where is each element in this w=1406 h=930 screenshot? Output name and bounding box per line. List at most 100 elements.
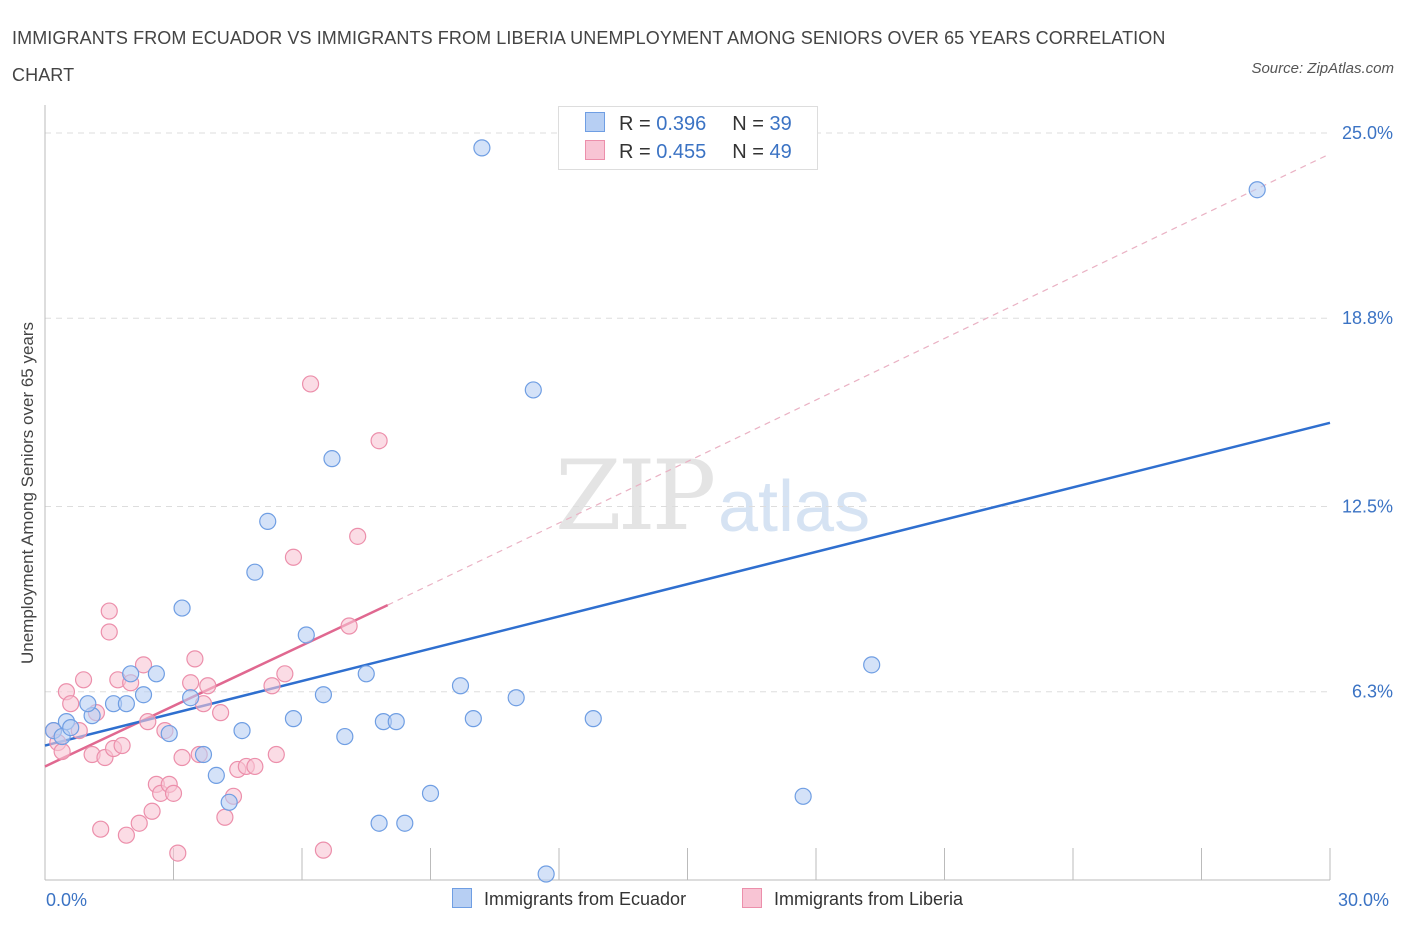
ecuador-point (451, 677, 470, 695)
liberia-n-value: 49 (769, 141, 792, 163)
ecuador-point (473, 139, 491, 157)
liberia-point (117, 826, 135, 844)
liberia-point (100, 623, 118, 641)
ecuador-point (314, 686, 333, 704)
y-tick-labels: 6.3% 12.5% 18.8% 25.0% (1342, 123, 1393, 702)
correlation-legend: R = 0.396 N = 39 R = 0.455 N = 49 (558, 106, 818, 170)
bottom-legend-liberia: Immigrants from Liberia (742, 888, 963, 910)
liberia-point (267, 745, 285, 764)
y-tick-label: 18.8% (1342, 308, 1393, 328)
ecuador-point (537, 865, 555, 883)
liberia-point (212, 704, 230, 722)
liberia-point (263, 677, 281, 695)
ecuador-point (323, 450, 341, 468)
legend-row-liberia: R = 0.455 N = 49 (585, 140, 792, 166)
liberia-point (246, 757, 264, 776)
liberia-trend-extension (387, 153, 1331, 606)
ecuador-point (584, 710, 602, 728)
ecuador-point (357, 665, 375, 683)
y-tick-label: 6.3% (1352, 682, 1393, 702)
ecuador-points (44, 139, 1266, 883)
liberia-point (143, 802, 161, 820)
liberia-point (314, 841, 333, 859)
ecuador-point (117, 695, 135, 713)
watermark-zip: ZIP (555, 440, 716, 552)
ecuador-point (194, 745, 213, 764)
liberia-point (216, 808, 234, 826)
liberia-point (74, 671, 93, 689)
ecuador-point (259, 512, 277, 531)
liberia-r-label: R = (619, 141, 657, 163)
x-tick-label-min: 0.0% (46, 890, 88, 910)
liberia-point (349, 527, 367, 545)
ecuador-point (396, 814, 414, 832)
gridlines (45, 132, 1330, 693)
ecuador-point (147, 665, 165, 683)
y-tick-label: 25.0% (1342, 123, 1393, 143)
ecuador-point (370, 814, 388, 832)
liberia-point (139, 713, 157, 731)
ecuador-point (62, 718, 80, 737)
liberia-point (62, 695, 80, 713)
liberia-point (284, 548, 303, 566)
ecuador-n-label: N = (732, 113, 770, 135)
ecuador-legend-label: Immigrants from Ecuador (484, 889, 687, 909)
liberia-point (92, 820, 110, 838)
ecuador-point (246, 563, 264, 581)
ecuador-swatch (585, 112, 605, 132)
liberia-n-label: N = (732, 141, 770, 163)
liberia-point (370, 432, 388, 450)
liberia-point (301, 375, 320, 393)
liberia-points (44, 375, 388, 862)
liberia-point (276, 665, 294, 683)
ecuador-point (284, 710, 303, 728)
ecuador-point (233, 721, 251, 740)
ecuador-point (160, 724, 178, 743)
liberia-swatch (585, 140, 605, 160)
ecuador-r-value: 0.396 (656, 113, 707, 135)
liberia-point (199, 677, 217, 695)
liberia-legend-label: Immigrants from Liberia (774, 889, 964, 909)
ecuador-point (79, 695, 97, 713)
trend-lines (44, 153, 1331, 768)
ecuador-point (1248, 181, 1266, 199)
liberia-point (340, 617, 358, 635)
ecuador-point (122, 665, 140, 683)
ecuador-r-label: R = (619, 113, 657, 135)
watermark-atlas: atlas (718, 467, 871, 547)
x-tick-label-max: 30.0% (1338, 890, 1390, 910)
source-label: Source: ZipAtlas.com (1251, 60, 1394, 77)
liberia-legend-swatch (742, 888, 762, 908)
ecuador-point (507, 689, 525, 707)
liberia-point (173, 748, 191, 767)
liberia-point (113, 736, 131, 755)
ecuador-point (297, 626, 315, 644)
ecuador-point (863, 656, 881, 674)
liberia-point (53, 742, 71, 761)
ecuador-point (207, 766, 225, 785)
liberia-point (164, 784, 183, 802)
axes (44, 105, 1331, 881)
liberia-point (134, 656, 153, 674)
liberia-r-value: 0.455 (656, 141, 707, 163)
ecuador-point (220, 793, 238, 811)
ecuador-point (421, 784, 440, 802)
bottom-legend-ecuador: Immigrants from Ecuador (452, 888, 686, 910)
liberia-point (130, 814, 148, 832)
liberia-point (186, 650, 204, 668)
ecuador-trend-line (44, 421, 1331, 747)
ecuador-point (794, 787, 812, 805)
y-axis-label: Unemployment Among Seniors over 65 years (18, 321, 37, 665)
liberia-point (100, 602, 118, 620)
ecuador-point (524, 381, 542, 399)
ecuador-point (134, 686, 153, 704)
ecuador-legend-swatch (452, 888, 472, 908)
ecuador-point (182, 689, 200, 707)
ecuador-point (464, 710, 482, 728)
legend-row-ecuador: R = 0.396 N = 39 (585, 112, 792, 138)
ecuador-point (336, 727, 354, 746)
ecuador-point (387, 713, 405, 731)
chart-title: IMMIGRANTS FROM ECUADOR VS IMMIGRANTS FR… (12, 28, 1166, 85)
liberia-point (182, 674, 200, 692)
